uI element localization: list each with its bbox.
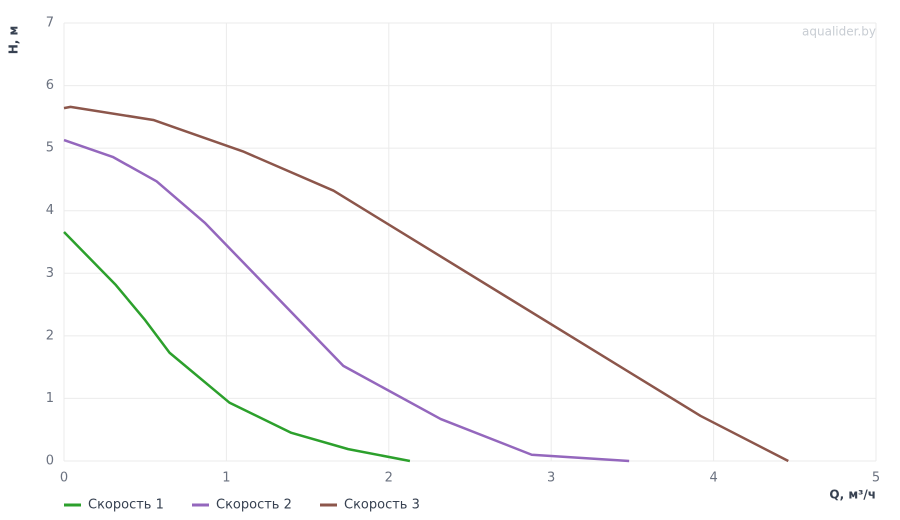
y-tick-label: 3	[46, 266, 54, 281]
y-tick-label: 6	[46, 78, 54, 93]
x-tick-label: 3	[547, 471, 555, 486]
x-tick-label: 4	[709, 471, 717, 486]
y-tick-label: 2	[46, 328, 54, 343]
y-tick-label: 5	[46, 141, 54, 156]
y-axis-label: H, м	[7, 26, 21, 55]
x-tick-label: 1	[222, 471, 230, 486]
y-tick-label: 1	[46, 391, 54, 406]
x-tick-label: 5	[872, 471, 880, 486]
legend-label: Скорость 3	[344, 498, 420, 513]
y-tick-label: 0	[46, 454, 54, 469]
x-tick-label: 2	[385, 471, 393, 486]
watermark: aqualider.by	[802, 25, 876, 39]
series-line	[63, 231, 411, 463]
x-axis-label: Q, м³/ч	[829, 488, 876, 502]
y-tick-label: 4	[46, 203, 54, 218]
series-line	[63, 138, 630, 463]
x-tick-label: 0	[60, 471, 68, 486]
legend-label: Скорость 2	[216, 498, 292, 513]
y-tick-label: 7	[46, 16, 54, 31]
legend-label: Скорость 1	[88, 498, 164, 513]
series-line	[63, 105, 789, 463]
